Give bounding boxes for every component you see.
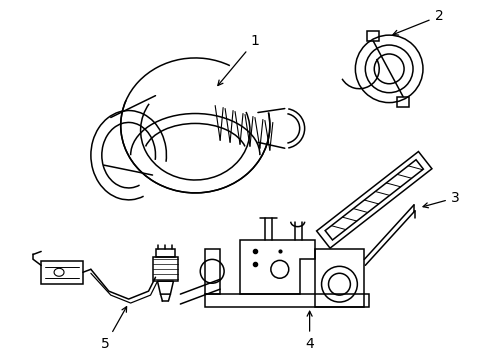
Text: 4: 4 bbox=[305, 311, 313, 351]
Text: 5: 5 bbox=[101, 307, 126, 351]
Text: 2: 2 bbox=[392, 9, 442, 35]
Text: 1: 1 bbox=[217, 34, 259, 86]
Text: 3: 3 bbox=[422, 191, 459, 208]
